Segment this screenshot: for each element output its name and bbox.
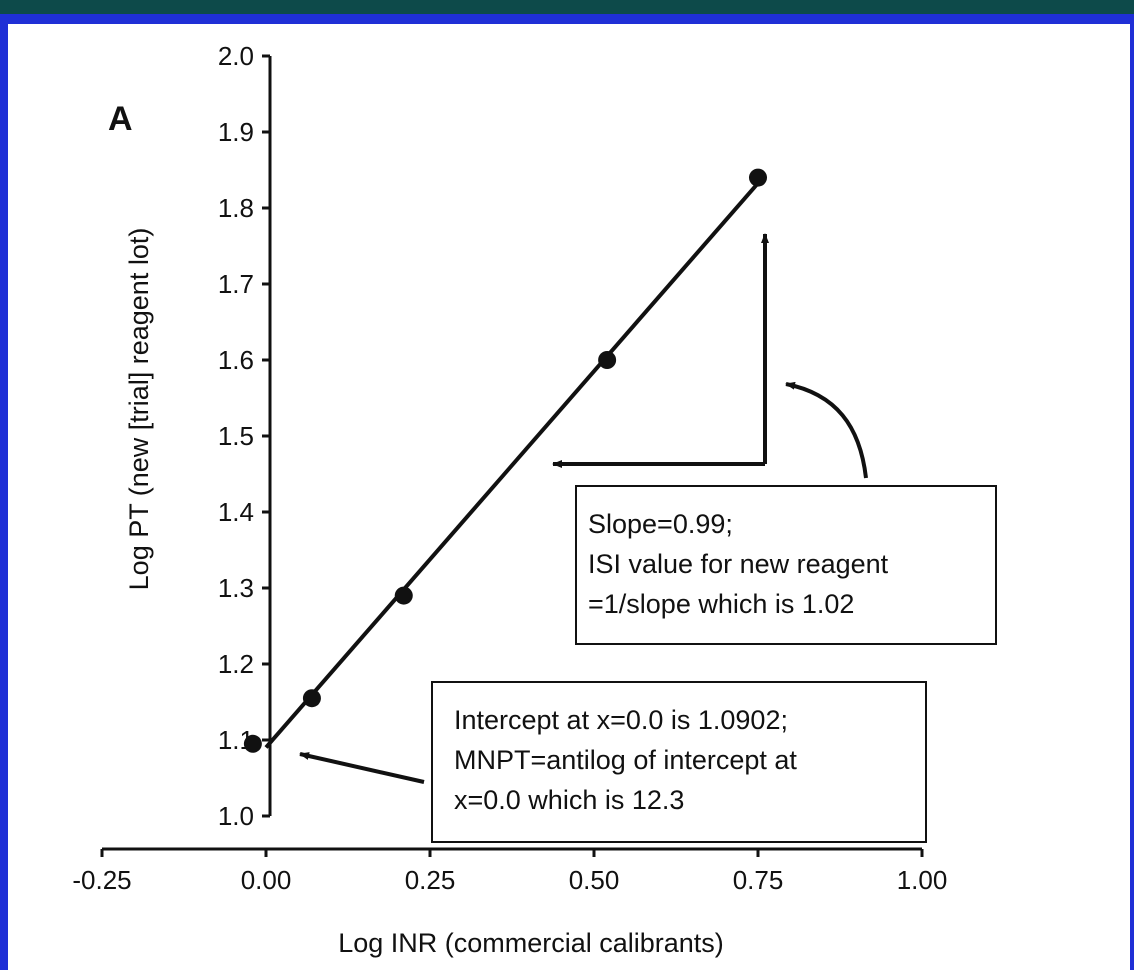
- x-tick-label: 0.50: [569, 865, 620, 895]
- data-point: [598, 351, 617, 369]
- x-tick-label: 0.00: [241, 865, 292, 895]
- x-tick-label: 0.25: [405, 865, 456, 895]
- slope-annotation-box: [575, 485, 997, 645]
- intercept-box-line-3: x=0.0 which is 12.3: [454, 785, 684, 815]
- data-point: [394, 586, 413, 605]
- slope-box-line-3: =1/slope which is 1.02: [588, 589, 854, 619]
- y-tick-label: 1.4: [218, 497, 254, 527]
- chart-svg: 1.01.11.21.31.41.51.61.71.81.92.0-0.25 0.…: [72, 41, 997, 958]
- data-point: [243, 734, 262, 753]
- y-tick-label: 1.7: [218, 269, 254, 299]
- slope-callout-arrow: [785, 381, 868, 479]
- data-point: [749, 168, 767, 187]
- intercept-annotation-box: [431, 681, 927, 843]
- y-tick-label: 1.6: [218, 345, 254, 375]
- y-axis-title: Log PT (new [trial] reagent lot): [124, 228, 154, 591]
- annotations: Slope=0.99; ISI value for new reagent =1…: [299, 233, 997, 843]
- y-tick-label: 1.8: [218, 193, 254, 223]
- intercept-box-line-1: Intercept at x=0.0 is 1.0902;: [454, 705, 788, 735]
- data-marks: [243, 168, 767, 753]
- regression-line: [264, 181, 760, 749]
- x-axis-title: Log INR (commercial calibrants): [338, 928, 724, 958]
- x-tick-label: 1.00: [897, 865, 948, 895]
- intercept-box-line-2: MNPT=antilog of intercept at: [454, 745, 797, 775]
- y-tick-label: 1.0: [218, 801, 254, 831]
- figure-frame: 1.0 1.1 1.2 1.3 1.4 1.5 1.6 1.7 1.8 1.9 2.0 -0.25 0.…: [0, 14, 1134, 970]
- slope-box-line-1: Slope=0.99;: [588, 509, 733, 539]
- y-tick-label: 1.9: [218, 117, 254, 147]
- slope-box-line-2: ISI value for new reagent: [588, 549, 889, 579]
- y-tick-label: 1.2: [218, 649, 254, 679]
- x-tick-label: 0.75: [733, 865, 784, 895]
- panel-label: A: [108, 100, 133, 138]
- y-tick-label: 2.0: [218, 41, 254, 71]
- y-tick-label: 1.5: [218, 421, 254, 451]
- data-point: [302, 689, 321, 708]
- axes: 1.01.11.21.31.41.51.61.71.81.92.0-0.25 0.…: [72, 41, 947, 895]
- intercept-callout-arrow: [299, 752, 425, 784]
- y-tick-label: 1.3: [218, 573, 254, 603]
- figure-panel: 1.0 1.1 1.2 1.3 1.4 1.5 1.6 1.7 1.8 1.9 2.0 -0.25 0.…: [8, 24, 1130, 970]
- x-tick-label: -0.25: [72, 865, 131, 895]
